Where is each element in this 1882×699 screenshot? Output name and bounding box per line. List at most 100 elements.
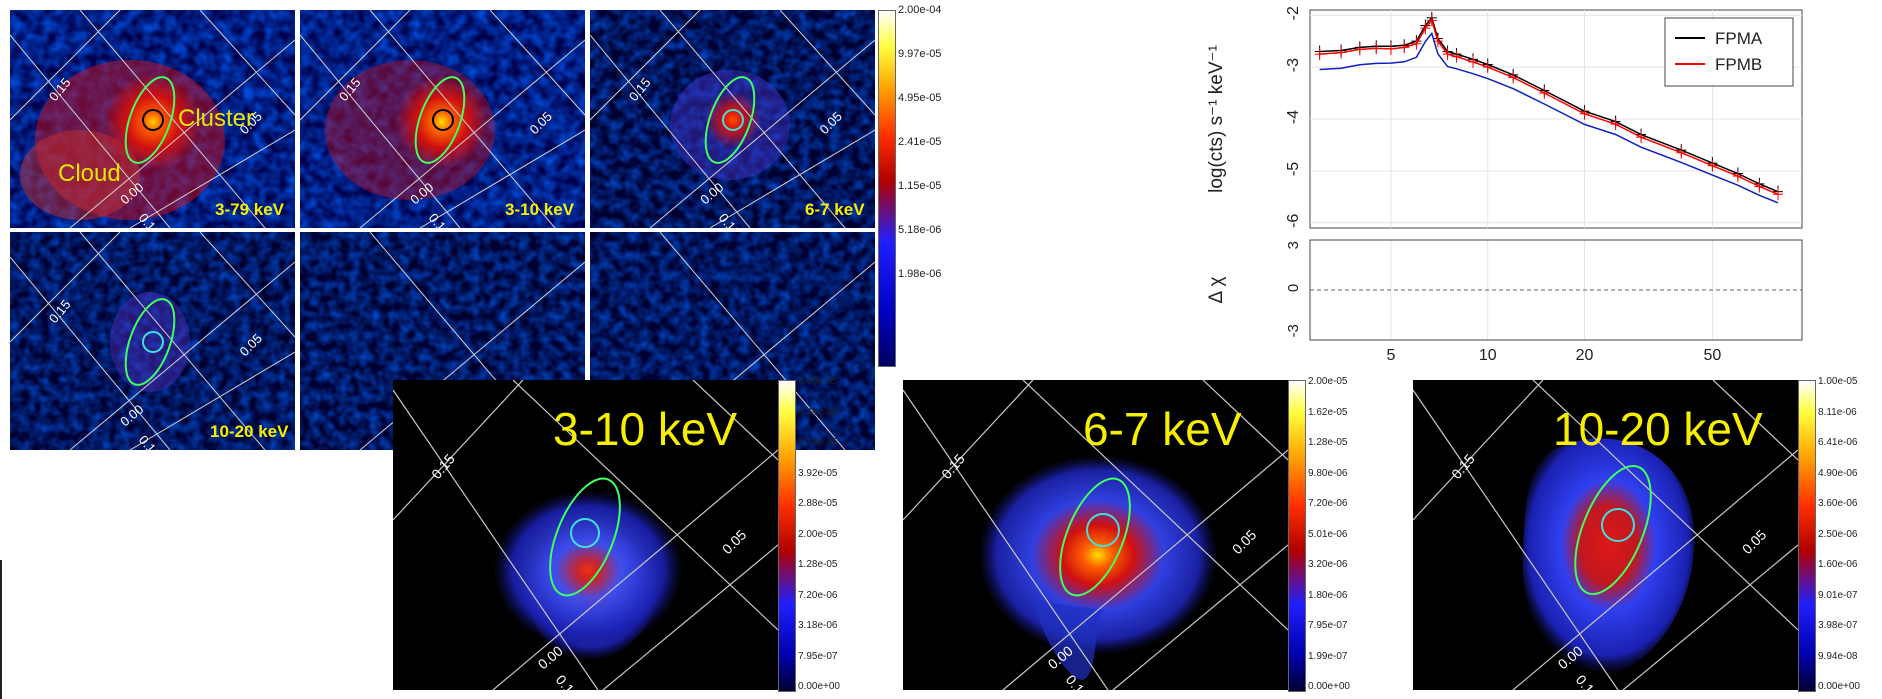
legend-entry: FPMA: [1715, 29, 1763, 48]
top-cbar-tick: 4.95e-05: [898, 92, 942, 104]
image-panel-3-10kev: 0.15 0.05 0.00 0.10 3-10 keV: [300, 10, 585, 228]
sim-cbar-tick: 1.00e-05: [1818, 376, 1858, 387]
svg-text:0.00: 0.00: [117, 402, 146, 430]
sim-cbar-tick: 5.13e-05: [798, 437, 838, 448]
sim1-colorbar: [778, 380, 796, 692]
residual-tick-label: -3: [1285, 324, 1302, 337]
sim-cbar-tick: 1.28e-05: [798, 559, 838, 570]
band-label: 3-10 keV: [505, 200, 574, 219]
sim-cbar-tick: 9.94e-08: [1818, 650, 1858, 662]
sim-cbar-tick: 0.00e+00: [1308, 681, 1350, 692]
sim3-colorbar: [1798, 380, 1816, 692]
cloud-label: Cloud: [58, 160, 121, 187]
image-panel-10-20kev: 0.15 0.05 0.00 0.10 10-20 keV: [10, 232, 295, 450]
cluster-label: Cluster: [178, 105, 255, 132]
top-cbar-tick: 1.15e-05: [898, 180, 942, 192]
sim-cbar-tick: 3.92e-05: [798, 467, 838, 479]
sim-cbar-tick: 7.95e-07: [798, 650, 838, 662]
sim2-colorbar: [1288, 380, 1306, 692]
sim-panel-3-10kev: 0.15 0.05 0.00 0.10 3-10 keV: [393, 380, 778, 690]
svg-text:0.00: 0.00: [1045, 642, 1076, 672]
top-cbar-tick: 2.00e-04: [898, 4, 942, 16]
svg-text:0.10: 0.10: [426, 210, 454, 228]
band-label: 3-10 keV: [553, 403, 738, 455]
svg-text:0.00: 0.00: [117, 180, 146, 208]
svg-text:0.05: 0.05: [817, 109, 846, 138]
band-label: 6-7 keV: [1083, 403, 1242, 455]
sim-panel-6-7kev: 0.15 0.05 0.00 0.10 6-7 keV: [903, 380, 1288, 690]
sim-panel-10-20kev: 0.15 0.05 0.00 0.10 10-20 keV: [1413, 380, 1798, 690]
legend-entry: FPMB: [1715, 55, 1762, 74]
band-label: 6-7 keV: [805, 200, 865, 219]
sim-cbar-tick: 2.88e-05: [798, 498, 838, 509]
sim-cbar-tick: 2.00e-05: [1308, 376, 1348, 387]
sim-cbar-tick: 1.28e-05: [1308, 437, 1348, 448]
legend-box: [1664, 17, 1794, 87]
top-colorbar: [878, 10, 896, 367]
sim-cbar-tick: 2.00e-05: [798, 528, 838, 540]
sim-cbar-tick: 8.11e-06: [1818, 406, 1857, 418]
y-tick-label: -5: [1285, 162, 1302, 176]
sim-cbar-tick: 4.90e-06: [1818, 467, 1858, 479]
sim-cbar-tick: 3.98e-07: [1818, 620, 1858, 631]
sim-cbar-tick: 7.20e-06: [798, 589, 838, 601]
page-edge-line: [0, 560, 2, 699]
svg-text:0.10: 0.10: [1573, 672, 1603, 690]
sim-cbar-tick: 7.95e-07: [1308, 620, 1348, 631]
svg-text:0.05: 0.05: [719, 526, 750, 557]
y-tick-label: -4: [1285, 110, 1302, 124]
model-line: [1319, 31, 1779, 204]
sim-cbar-tick: 0.00e+00: [1818, 681, 1860, 692]
top-cbar-tick: 5.18e-06: [898, 224, 942, 236]
sim-cbar-tick: 0.00e+00: [798, 681, 840, 692]
svg-text:0.10: 0.10: [553, 672, 583, 690]
band-label: 10-20 keV: [1553, 403, 1763, 455]
svg-text:0.00: 0.00: [535, 642, 566, 672]
svg-text:0.05: 0.05: [1739, 526, 1770, 557]
sim-cbar-tick: 2.50e-06: [1818, 528, 1858, 540]
sim-cbar-tick: 1.60e-06: [1818, 559, 1858, 570]
svg-text:0.05: 0.05: [527, 109, 556, 138]
sim-cbar-tick: 9.80e-06: [1308, 467, 1348, 479]
y-tick-label: -2: [1285, 6, 1302, 20]
band-label: 3-79 keV: [215, 200, 284, 219]
top-cbar-tick: 1.98e-06: [898, 268, 942, 280]
svg-text:0.05: 0.05: [237, 331, 266, 360]
svg-text:0.05: 0.05: [1229, 526, 1260, 557]
svg-text:0.10: 0.10: [136, 210, 164, 228]
sim-cbar-tick: 3.60e-06: [1818, 498, 1858, 509]
sim-cbar-tick: 3.18e-06: [798, 620, 838, 631]
svg-text:0.10: 0.10: [1063, 672, 1093, 690]
residual-tick-label: 3: [1285, 241, 1302, 249]
top-cbar-tick: 9.97e-05: [898, 48, 942, 60]
image-panel-3-79kev: 0.15 0.05 0.00 0.10 Cluster Cloud 3-79 k…: [10, 10, 295, 228]
x-tick-label: 5: [1386, 347, 1395, 360]
sim-cbar-tick: 6.41e-06: [1818, 437, 1858, 448]
sim-cbar-tick: 6.48e-05: [798, 406, 838, 418]
svg-text:0.15: 0.15: [336, 75, 364, 104]
x-tick-label: 10: [1479, 347, 1497, 360]
image-panel-6-7kev: 0.15 0.05 0.00 0.10 6-7 keV: [590, 10, 875, 228]
y-tick-label: -3: [1285, 58, 1302, 72]
svg-text:0.10: 0.10: [136, 432, 164, 450]
residual-tick-label: 0: [1285, 284, 1302, 292]
svg-text:0.15: 0.15: [46, 75, 74, 104]
legend: FPMA FPMB: [1664, 17, 1794, 87]
spectrum-figure: -2 -3 -4 -5 -6 5 10 20 50 log(cts) s⁻¹ keV⁻¹ FPMA F…: [1200, 0, 1820, 364]
sim-cbar-tick: 1.62e-05: [1308, 406, 1348, 418]
svg-text:0.15: 0.15: [46, 297, 74, 326]
x-tick-label: 20: [1576, 347, 1594, 360]
y-axis-label: log(cts) s⁻¹ keV⁻¹: [1206, 45, 1227, 193]
svg-text:0.10: 0.10: [716, 210, 744, 228]
svg-text:0.00: 0.00: [1555, 642, 1586, 672]
sim-cbar-tick: 3.20e-06: [1308, 559, 1348, 570]
top-cbar-tick: 2.41e-05: [898, 136, 942, 148]
svg-text:0.00: 0.00: [407, 180, 436, 208]
band-label: 10-20 keV: [210, 422, 289, 441]
x-tick-label: 50: [1703, 347, 1721, 360]
sim-cbar-tick: 1.80e-06: [1308, 589, 1348, 601]
sim-cbar-tick: 8.00e-05: [798, 376, 838, 387]
sim-cbar-tick: 5.01e-06: [1308, 528, 1348, 540]
sim-cbar-tick: 9.01e-07: [1818, 589, 1858, 601]
